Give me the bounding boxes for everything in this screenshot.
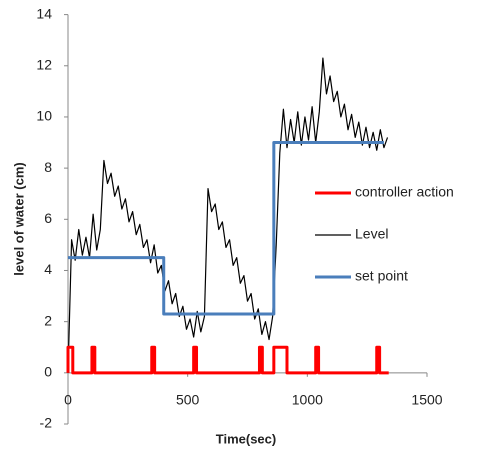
y-tick-label: 14: [36, 5, 52, 21]
x-axis-title: Time(sec): [216, 431, 276, 446]
y-axis-title: level of water (cm): [11, 162, 26, 275]
x-tick-label: 0: [64, 392, 72, 408]
line-series: [67, 57, 389, 373]
legend-label: controller action: [355, 184, 454, 200]
line-series: [68, 141, 384, 316]
legend-label: Level: [355, 226, 388, 242]
y-tick-label: -2: [40, 415, 53, 431]
line-series: [66, 345, 389, 375]
y-tick-label: 8: [44, 159, 52, 175]
y-tick-label: 6: [44, 210, 52, 226]
y-tick-label: 4: [44, 261, 52, 277]
x-tick-label: 500: [176, 392, 200, 408]
y-tick-label: 0: [44, 364, 52, 380]
x-tick-label: 1000: [292, 392, 323, 408]
legend-label: set point: [355, 268, 408, 284]
x-tick-label: 1500: [411, 392, 442, 408]
y-tick-label: 12: [36, 56, 52, 72]
y-tick-label: 10: [36, 108, 52, 124]
y-tick-label: 2: [44, 312, 52, 328]
